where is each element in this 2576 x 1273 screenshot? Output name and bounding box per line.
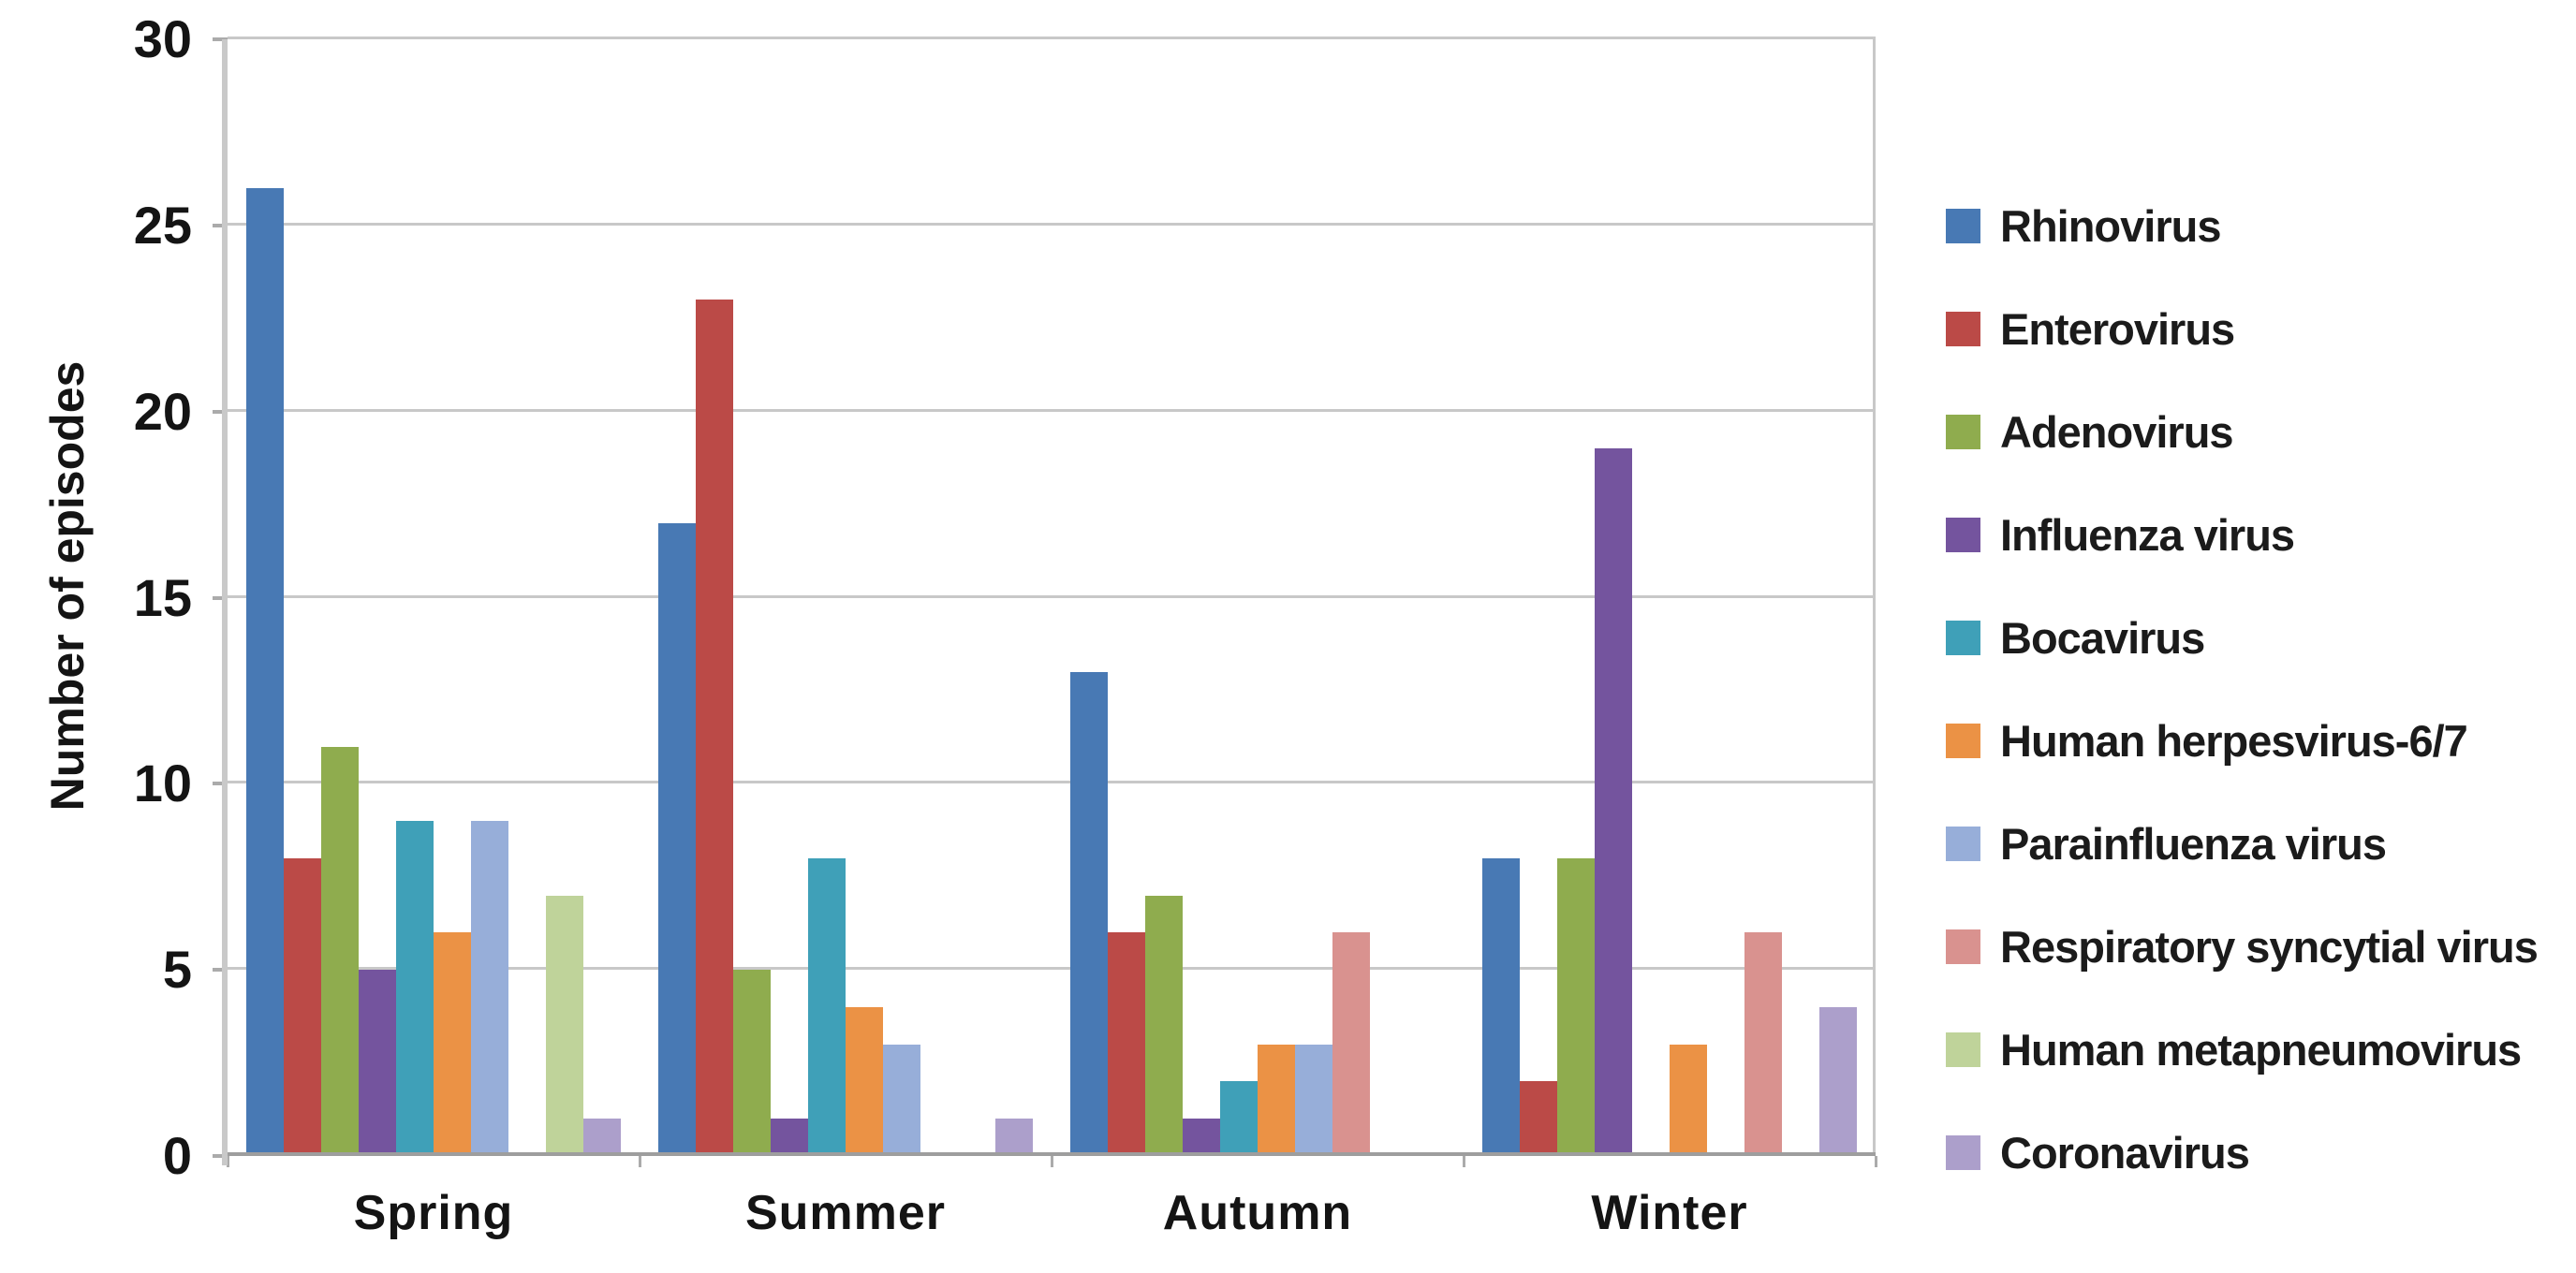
- legend-swatch: [1946, 517, 1980, 552]
- bar: [1108, 932, 1145, 1156]
- y-axis-title: Number of episodes: [41, 360, 94, 812]
- legend-item: Influenza virus: [1946, 510, 2538, 560]
- legend-swatch: [1946, 826, 1980, 861]
- bar: [771, 1119, 808, 1156]
- bar: [546, 895, 583, 1156]
- gridline-30: [228, 37, 1876, 39]
- y-tick-label: 20: [133, 381, 192, 441]
- y-tick-label: 25: [133, 195, 192, 255]
- legend-label: Human metapneumovirus: [2000, 1024, 2522, 1075]
- x-category-label: Winter: [1591, 1186, 1748, 1240]
- category-group-winter: [1464, 39, 1876, 1156]
- bar: [658, 522, 696, 1156]
- legend-swatch: [1946, 414, 1980, 449]
- legend-label: Parainfluenza virus: [2000, 818, 2387, 869]
- legend-swatch: [1946, 311, 1980, 346]
- y-tick-label: 0: [162, 1126, 192, 1185]
- bar: [1482, 857, 1520, 1156]
- gridline-5: [228, 967, 1876, 971]
- bar: [359, 970, 396, 1156]
- legend-item: Parainfluenza virus: [1946, 819, 2538, 869]
- legend-swatch: [1946, 1134, 1980, 1170]
- x-category-label: Autumn: [1162, 1186, 1353, 1240]
- bar: [1595, 448, 1632, 1156]
- category-group-spring: [228, 39, 640, 1156]
- legend-label: Bocavirus: [2000, 612, 2205, 663]
- gridline-25: [228, 222, 1876, 226]
- legend: Rhinovirus Enterovirus Adenovirus Influenza…: [1946, 201, 2539, 1178]
- bar: [1744, 932, 1782, 1156]
- bar: [321, 746, 359, 1156]
- bar: [583, 1119, 621, 1156]
- x-category-label: Spring: [353, 1186, 514, 1240]
- legend-item: Bocavirus: [1946, 613, 2538, 663]
- legend-label: Human herpesvirus-6/7: [2000, 715, 2468, 766]
- bar: [883, 1044, 920, 1156]
- bar: [396, 821, 434, 1156]
- x-tick-mark: [639, 1156, 641, 1167]
- legend-label: Respiratory syncytial virus: [2000, 921, 2539, 972]
- legend-item: Rhinovirus: [1946, 201, 2538, 251]
- legend-item: Enterovirus: [1946, 304, 2538, 354]
- gridline-20: [228, 408, 1876, 412]
- x-tick-mark: [1875, 1156, 1877, 1167]
- x-tick-mark: [1463, 1156, 1465, 1167]
- bar: [696, 300, 733, 1156]
- legend-swatch: [1946, 1032, 1980, 1067]
- legend-item: Human metapneumovirus: [1946, 1025, 2538, 1075]
- bar: [1258, 1044, 1295, 1156]
- legend-label: Coronavirus: [2000, 1127, 2250, 1178]
- bar: [1819, 1006, 1857, 1156]
- legend-swatch: [1946, 723, 1980, 758]
- x-category-label: Summer: [744, 1186, 947, 1240]
- x-axis-labels: Spring Summer Autumn Winter: [228, 1185, 1876, 1241]
- category-group-summer: [640, 39, 1052, 1156]
- legend-item: Adenovirus: [1946, 407, 2538, 457]
- bar: [733, 970, 771, 1156]
- bar: [284, 857, 321, 1156]
- gridline-15: [228, 594, 1876, 598]
- legend-swatch: [1946, 620, 1980, 655]
- legend-item: Coronavirus: [1946, 1128, 2538, 1178]
- gridline-0: [228, 1152, 1876, 1156]
- legend-label: Enterovirus: [2000, 303, 2235, 354]
- legend-item: Human herpesvirus-6/7: [1946, 716, 2538, 766]
- y-tick-label: 30: [133, 9, 192, 68]
- bar: [1332, 932, 1370, 1156]
- plot-right-border: [1873, 39, 1876, 1156]
- y-tick-label: 15: [133, 567, 192, 627]
- y-axis-line: [222, 39, 228, 1165]
- bar: [246, 188, 284, 1156]
- gridline-10: [228, 781, 1876, 784]
- legend-label: Influenza virus: [2000, 509, 2295, 560]
- bar: [1295, 1044, 1332, 1156]
- bar: [995, 1119, 1033, 1156]
- bar: [808, 857, 846, 1156]
- bar: [471, 821, 508, 1156]
- bar: [846, 1006, 883, 1156]
- bar: [1220, 1081, 1258, 1156]
- x-tick-mark: [1051, 1156, 1053, 1167]
- legend-label: Rhinovirus: [2000, 200, 2221, 251]
- legend-item: Respiratory syncytial virus: [1946, 922, 2539, 972]
- legend-label: Adenovirus: [2000, 406, 2234, 457]
- bar: [1070, 672, 1108, 1156]
- category-group-autumn: [1052, 39, 1464, 1156]
- bar: [1520, 1081, 1557, 1156]
- bar: [1145, 895, 1183, 1156]
- y-tick-label: 10: [133, 754, 192, 813]
- y-tick-label: 5: [162, 940, 192, 1000]
- legend-swatch: [1946, 929, 1980, 964]
- bar: [434, 932, 471, 1156]
- bar: [1670, 1044, 1707, 1156]
- plot-area: [222, 37, 1876, 1165]
- legend-swatch: [1946, 208, 1980, 243]
- bar: [1183, 1119, 1220, 1156]
- bar: [1557, 857, 1595, 1156]
- bar-groups: [228, 39, 1876, 1156]
